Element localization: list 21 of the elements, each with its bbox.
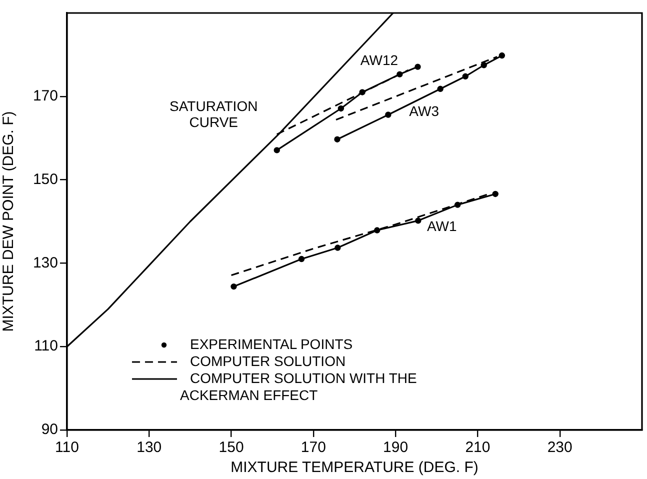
legend-label: COMPUTER SOLUTION — [190, 352, 346, 369]
x-tick-label: 150 — [218, 439, 244, 456]
y-tick-label: 170 — [32, 88, 58, 105]
x-tick-label: 210 — [465, 439, 490, 456]
x-tick-label: 110 — [55, 439, 79, 456]
annotation: SATURATION CURVE — [170, 98, 258, 130]
y-tick-label: 110 — [34, 338, 58, 355]
y-tick-label: 90 — [41, 421, 58, 438]
x-tick-label: 170 — [300, 439, 326, 456]
y-tick-label: 150 — [32, 170, 58, 188]
x-axis-title: MIXTURE TEMPERATURE (DEG. F) — [230, 459, 478, 476]
x-tick-label: 230 — [547, 439, 572, 456]
x-tick-label: 190 — [383, 439, 408, 456]
x-tick-label: 130 — [136, 439, 162, 456]
y-tick-label: 130 — [32, 254, 58, 272]
legend-label: COMPUTER SOLUTION WITH THE ACKERMAN EFFECT — [180, 370, 417, 403]
annotation: AW3 — [409, 103, 440, 120]
annotation: AW1 — [426, 218, 458, 234]
y-axis-title: MIXTURE DEW POINT (DEG. F) — [0, 111, 18, 332]
annotation: AW12 — [360, 52, 398, 68]
legend-label: EXPERIMENTAL POINTS — [190, 336, 353, 352]
